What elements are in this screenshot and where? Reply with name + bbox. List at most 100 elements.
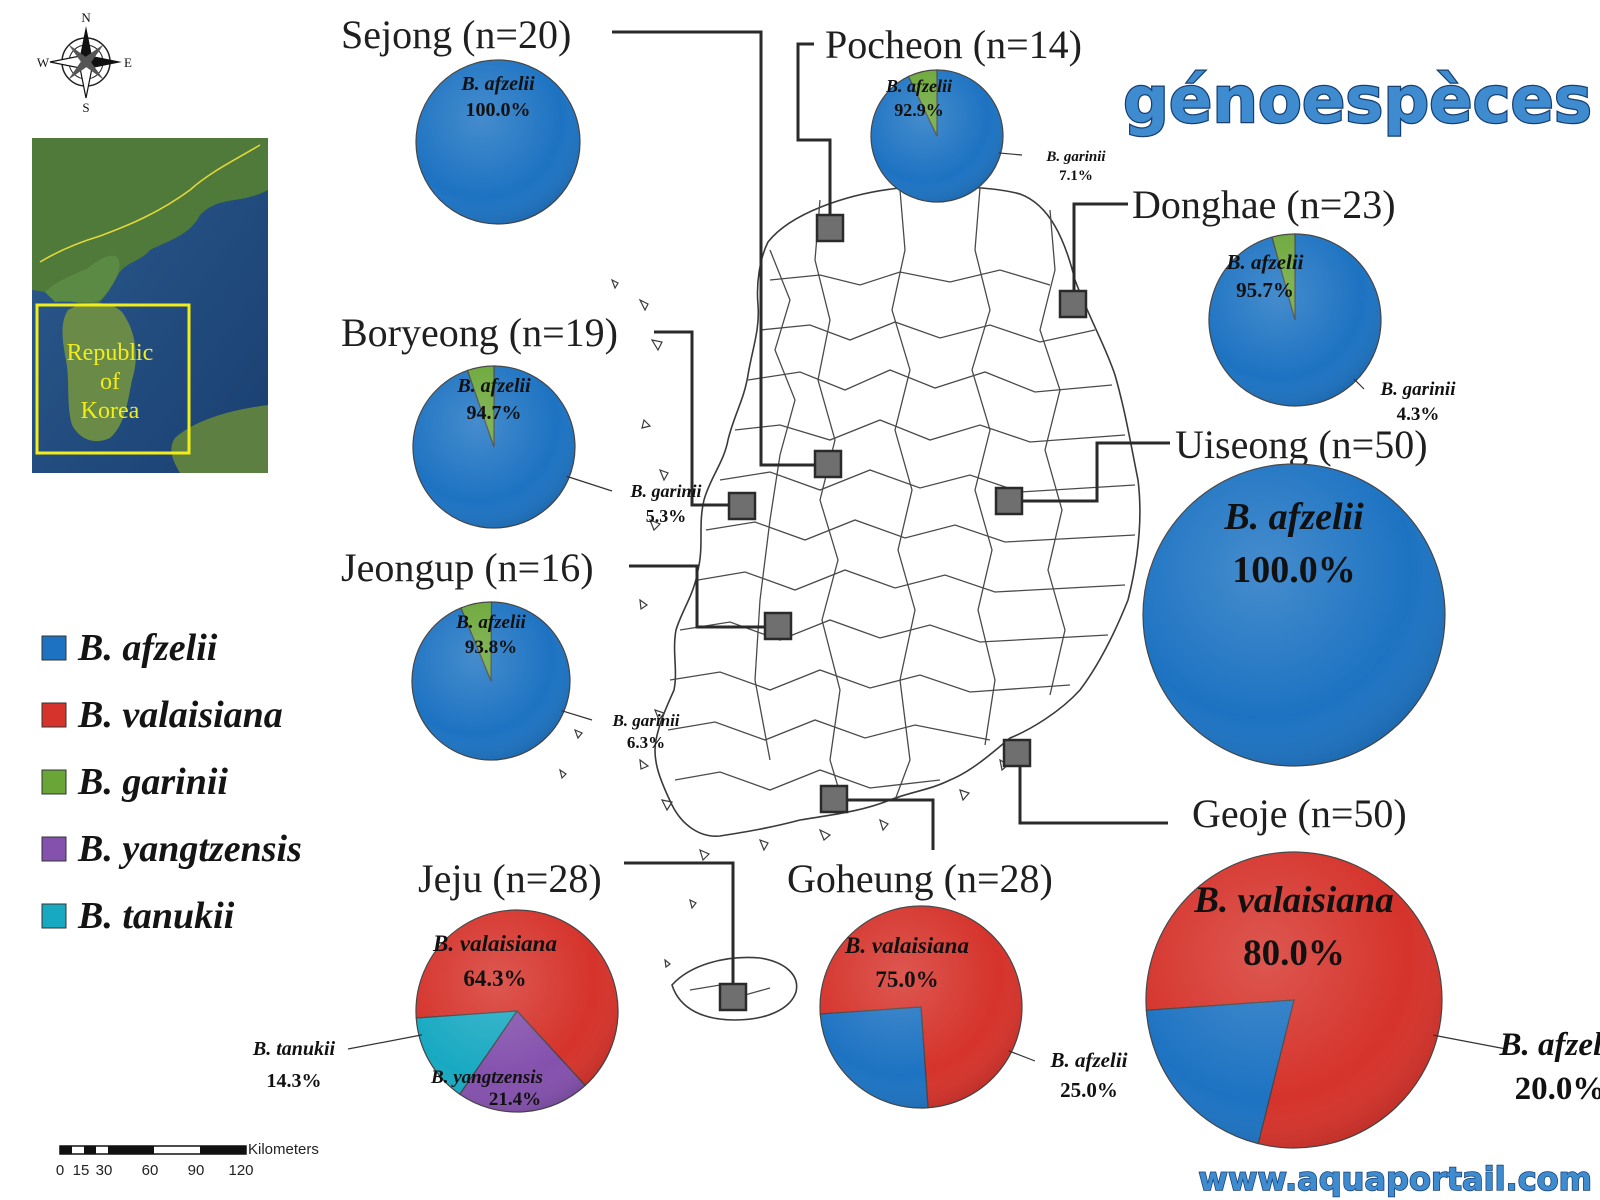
pie-boryeong: B. afzelii 94.7% B. garinii 5.3% (412, 365, 702, 529)
inset-korea-box (35, 303, 191, 455)
scale-tick-60: 60 (142, 1162, 159, 1179)
legend-swatch-b-garinii (41, 769, 67, 795)
connector-boryeong (654, 330, 733, 507)
marker-goheung (819, 784, 849, 814)
slice-name-pocheon-b-afzelii: B. afzelii (885, 76, 952, 96)
slice-name-jeju-b-tanukii: B. tanukii (252, 1038, 336, 1060)
leader-line-geoje-b-afzelii (1433, 1034, 1507, 1050)
slice-percent-jeju-b-yangtzensis: 21.4% (489, 1089, 541, 1110)
legend-label-b-valaisiana: B. valaisiana (77, 694, 283, 736)
slice-name-sejong-b-afzelii: B. afzelii (460, 73, 535, 95)
connector-uiseong (1010, 441, 1170, 503)
district-lines (667, 187, 1136, 996)
inset-label-line1: Republic (67, 340, 154, 366)
site-markers (718, 213, 1088, 1012)
slice-percent-geoje-b-valaisiana: 80.0% (1243, 933, 1345, 974)
legend-label-b-afzelii: B. afzelii (77, 627, 218, 669)
pie-goheung: B. valaisiana 75.0% B. afzelii 25.0% (819, 905, 1128, 1109)
slice-name-donghae-b-garinii: B. garinii (1380, 379, 1457, 400)
compass-west-label: W (37, 55, 50, 70)
inset-locator-map: Republic of Korea (32, 138, 268, 473)
pie-slice-goheung-b-afzelii (819, 1006, 929, 1109)
legend: B. afzelii B. valaisiana B. garinii B. yang… (41, 627, 302, 937)
marker-jeongup (763, 611, 793, 641)
scale-tick-0: 0 (56, 1162, 64, 1179)
legend-label-b-garinii: B. garinii (77, 761, 228, 803)
slice-percent-goheung-b-afzelii: 25.0% (1060, 1078, 1118, 1102)
scale-tick-30: 30 (96, 1162, 113, 1179)
scale-tick-15: 15 (73, 1162, 90, 1179)
slice-name-boryeong-b-afzelii: B. afzelii (456, 375, 531, 397)
south-korea-outline (654, 186, 1141, 837)
slice-name-pocheon-b-garinii: B. garinii (1045, 149, 1106, 165)
legend-swatch-b-tanukii (41, 903, 67, 929)
marker-donghae (1058, 289, 1088, 319)
inset-korean-peninsula (62, 302, 136, 442)
label-uiseong: Uiseong (n=50) (1175, 422, 1428, 467)
slice-percent-donghae-b-afzelii: 95.7% (1236, 278, 1294, 302)
slice-percent-geoje-b-afzelii: 20.0% (1515, 1071, 1600, 1107)
leader-line-pocheon-b-garinii (998, 152, 1023, 156)
slice-name-jeongup-b-garinii: B. garinii (611, 711, 679, 730)
connector-pocheon (796, 42, 832, 215)
label-geoje: Geoje (n=50) (1192, 791, 1407, 836)
label-goheung: Goheung (n=28) (787, 856, 1053, 901)
slice-percent-uiseong-b-afzelii: 100.0% (1232, 549, 1356, 591)
marker-pocheon (815, 213, 845, 243)
pie-jeongup: B. afzelii 93.8% B. garinii 6.3% (411, 601, 680, 761)
page-title: génoespèces (1123, 64, 1592, 138)
compass-north-label: N (81, 10, 91, 25)
slice-percent-pocheon-b-afzelii: 92.9% (894, 100, 944, 120)
marker-uiseong (994, 486, 1024, 516)
slice-percent-sejong-b-afzelii: 100.0% (466, 99, 531, 121)
connector-sejong (612, 30, 815, 467)
leader-line-donghae-b-garinii (1353, 378, 1365, 390)
pie-pocheon: B. afzelii 92.9% B. garinii 7.1% (870, 69, 1106, 203)
legend-swatch-b-valaisiana (41, 702, 67, 728)
legend-label-b-tanukii: B. tanukii (77, 895, 235, 937)
connector-geoje (1018, 748, 1168, 825)
leader-line-boryeong-b-garinii (566, 475, 613, 492)
inset-label-line2: of (100, 369, 120, 395)
slice-percent-donghae-b-garinii: 4.3% (1397, 404, 1440, 425)
scale-unit-label: Kilometers (248, 1141, 319, 1158)
slice-name-goheung-b-afzelii: B. afzelii (1050, 1048, 1128, 1072)
label-jeju: Jeju (n=28) (418, 856, 602, 901)
slice-name-jeju-b-yangtzensis: B. yangtzensis (430, 1067, 543, 1088)
connector-jeju (624, 861, 735, 983)
slice-percent-boryeong-b-garinii: 5.3% (646, 506, 687, 526)
slice-percent-goheung-b-valaisiana: 75.0% (875, 967, 938, 992)
leader-line-jeju-b-tanukii (347, 1034, 423, 1050)
leader-line-jeongup-b-garinii (561, 710, 593, 721)
scale-tick-120: 120 (228, 1162, 253, 1179)
scale-bar: Kilometers 0 15 30 60 90 120 (56, 1141, 319, 1179)
slice-name-geoje-b-valaisiana: B. valaisiana (1193, 880, 1393, 921)
slice-name-geoje-b-afzelii: B. afzelii (1499, 1027, 1600, 1063)
scale-tick-90: 90 (188, 1162, 205, 1179)
label-donghae: Donghae (n=23) (1132, 182, 1396, 227)
slice-percent-jeju-b-valaisiana: 64.3% (463, 966, 526, 991)
inset-japan (171, 405, 268, 473)
legend-item-b-tanukii: B. tanukii (41, 895, 235, 937)
marker-geoje (1002, 738, 1032, 768)
marker-jeju (718, 982, 748, 1012)
slice-percent-boryeong-b-afzelii: 94.7% (467, 402, 522, 424)
compass-south-label: S (82, 100, 89, 115)
pie-geoje: B. valaisiana 80.0% B. afzelii 20.0% (1145, 851, 1600, 1149)
slice-percent-jeongup-b-afzelii: 93.8% (465, 637, 517, 658)
pie-uiseong: B. afzelii 100.0% (1142, 463, 1446, 767)
inset-north-korea (45, 255, 120, 303)
connector-goheung (848, 798, 935, 850)
slice-name-boryeong-b-garinii: B. garinii (629, 481, 701, 501)
slice-name-donghae-b-afzelii: B. afzelii (1226, 250, 1304, 274)
label-sejong: Sejong (n=20) (341, 12, 571, 57)
slice-percent-pocheon-b-garinii: 7.1% (1059, 168, 1093, 184)
label-jeongup: Jeongup (n=16) (341, 545, 594, 590)
pie-sejong: B. afzelii 100.0% (415, 59, 581, 225)
connector-donghae (1072, 202, 1128, 295)
compass-rose-icon: N S E W (37, 10, 132, 115)
slice-name-goheung-b-valaisiana: B. valaisiana (844, 933, 969, 958)
marker-boryeong (727, 491, 757, 521)
legend-swatch-b-afzelii (41, 635, 67, 661)
